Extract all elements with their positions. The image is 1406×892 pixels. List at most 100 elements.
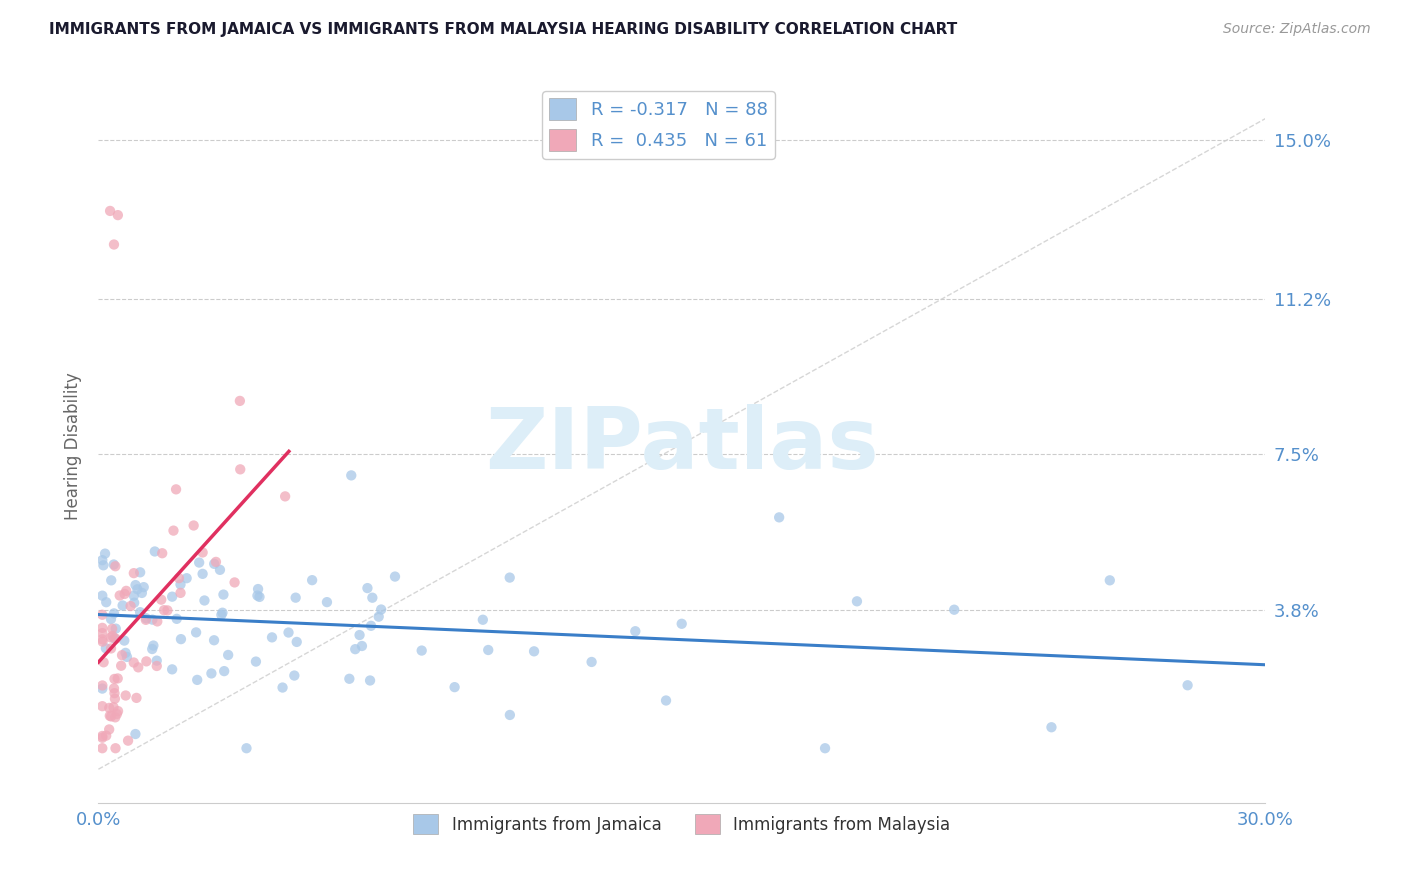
Point	[477, 643, 499, 657]
Point	[160, 590, 183, 604]
Point	[131, 586, 153, 600]
Point	[91, 632, 114, 647]
Point	[943, 603, 966, 617]
Point	[359, 673, 381, 688]
Point	[370, 602, 392, 616]
Point	[104, 691, 127, 706]
Point	[301, 573, 323, 587]
Point	[471, 613, 494, 627]
Point	[344, 642, 367, 657]
Point	[91, 699, 114, 714]
Point	[160, 662, 183, 676]
Point	[153, 603, 176, 617]
Point	[212, 588, 235, 602]
Point	[1040, 720, 1063, 734]
Point	[277, 625, 299, 640]
Point	[96, 729, 118, 743]
Point	[581, 655, 603, 669]
Point	[235, 741, 257, 756]
Point	[91, 634, 114, 648]
Point	[124, 727, 146, 741]
Point	[499, 708, 522, 723]
Point	[846, 594, 869, 608]
Point	[103, 686, 125, 700]
Point	[191, 566, 214, 581]
Point	[91, 731, 114, 745]
Point	[150, 592, 173, 607]
Point	[768, 510, 790, 524]
Point	[274, 489, 297, 503]
Point	[103, 700, 125, 714]
Point	[249, 590, 271, 604]
Point	[188, 556, 211, 570]
Point	[166, 612, 188, 626]
Point	[127, 582, 149, 597]
Point	[122, 656, 145, 670]
Point	[127, 660, 149, 674]
Point	[245, 655, 267, 669]
Point	[349, 628, 371, 642]
Point	[91, 553, 114, 567]
Point	[91, 741, 114, 756]
Point	[103, 672, 125, 686]
Point	[117, 733, 139, 747]
Point	[91, 626, 114, 640]
Point	[103, 237, 125, 252]
Point	[101, 622, 124, 636]
Point	[356, 581, 378, 595]
Point	[814, 741, 837, 756]
Point	[361, 591, 384, 605]
Point	[260, 631, 283, 645]
Point	[104, 741, 127, 756]
Point	[411, 643, 433, 657]
Point	[132, 580, 155, 594]
Point	[212, 664, 235, 678]
Point	[129, 605, 152, 619]
Point	[115, 649, 138, 664]
Point	[103, 607, 125, 621]
Point	[114, 646, 136, 660]
Point	[120, 599, 142, 613]
Point	[135, 654, 157, 668]
Point	[114, 587, 136, 601]
Point	[122, 566, 145, 581]
Point	[103, 558, 125, 572]
Point	[108, 589, 131, 603]
Point	[340, 468, 363, 483]
Point	[169, 577, 191, 591]
Point	[167, 571, 190, 585]
Point	[655, 693, 678, 707]
Point	[101, 629, 124, 643]
Point	[316, 595, 339, 609]
Point	[105, 706, 128, 721]
Point	[205, 555, 228, 569]
Point	[162, 524, 184, 538]
Point	[224, 575, 246, 590]
Point	[384, 569, 406, 583]
Point	[96, 595, 118, 609]
Point	[145, 654, 167, 668]
Point	[170, 632, 193, 647]
Point	[367, 609, 389, 624]
Point	[246, 589, 269, 603]
Point	[104, 632, 127, 646]
Point	[91, 678, 114, 692]
Point	[94, 641, 117, 656]
Text: IMMIGRANTS FROM JAMAICA VS IMMIGRANTS FROM MALAYSIA HEARING DISABILITY CORRELATI: IMMIGRANTS FROM JAMAICA VS IMMIGRANTS FR…	[49, 22, 957, 37]
Point	[135, 613, 157, 627]
Point	[169, 586, 191, 600]
Point	[176, 571, 198, 585]
Point	[110, 658, 132, 673]
Point	[156, 603, 179, 617]
Point	[285, 635, 308, 649]
Point	[100, 612, 122, 626]
Point	[229, 462, 252, 476]
Point	[100, 631, 122, 645]
Point	[112, 633, 135, 648]
Point	[114, 689, 136, 703]
Point	[100, 574, 122, 588]
Point	[100, 641, 122, 656]
Point	[499, 571, 522, 585]
Point	[209, 607, 232, 622]
Point	[104, 559, 127, 574]
